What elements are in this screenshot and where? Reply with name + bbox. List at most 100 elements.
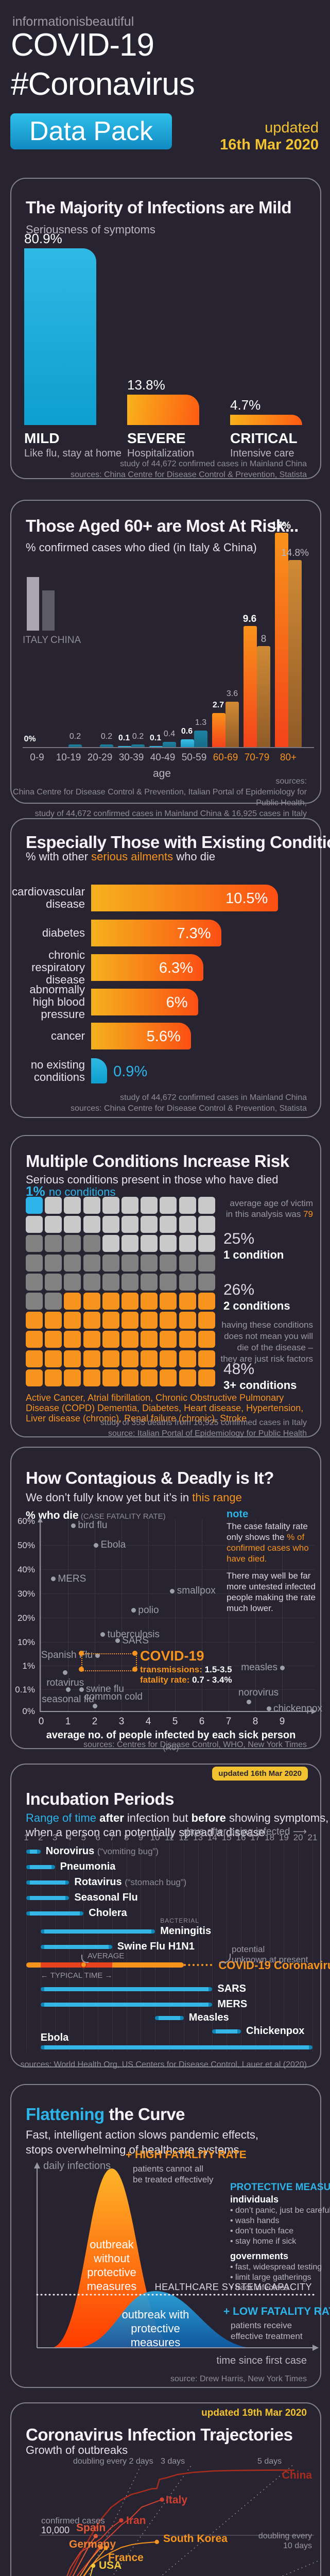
bar-Pneumonia [26, 1865, 55, 1869]
row-label-covid: COVID-19 Coronavirus [218, 1959, 330, 1972]
day-tick-label: 8 [124, 1833, 129, 1842]
x-tick-label: 5 [172, 1716, 178, 1727]
waffle-cell [45, 1197, 62, 1214]
line-South-Korea [83, 2541, 157, 2576]
category-label: cancer [50, 1029, 85, 1042]
age-tick-label: 20-29 [87, 752, 113, 763]
point-MERS [50, 1577, 56, 1582]
row-label: Chickenpox [246, 2025, 305, 2037]
waffle-cell [45, 1293, 62, 1310]
value-label: 5.6% [146, 1028, 181, 1045]
waffle-cell [198, 1197, 215, 1214]
bar-china [68, 744, 82, 747]
age-tick-label: 70-79 [244, 752, 270, 763]
source-note: study of 44,672 confirmed cases in Mainl… [71, 460, 307, 479]
doubling-label-10d: doubling every 10 days [258, 2532, 312, 2550]
point-label: rotavirus [46, 1677, 84, 1688]
v-gridline [148, 1520, 149, 1711]
waffle-cell [26, 1312, 43, 1329]
waffle-cell [198, 1254, 215, 1272]
bar-italy [118, 745, 131, 747]
category-label: no existing conditions [30, 1058, 85, 1083]
day-gridline [169, 1843, 170, 2052]
waffle-cell [179, 1312, 196, 1329]
waffle-cell [26, 1197, 43, 1214]
waffle-cell [121, 1273, 138, 1291]
bar-2 [91, 954, 203, 981]
waffle-cell [83, 1235, 100, 1252]
bar-china [225, 701, 239, 747]
day-tick-label: 17 [250, 1833, 260, 1842]
waffle-cell [83, 1273, 100, 1291]
waffle-cell [45, 1235, 62, 1252]
waffle-cell [198, 1312, 215, 1329]
day-tick-label: 1 [24, 1833, 29, 1842]
row-label: MERS [217, 1998, 248, 2010]
day-gridline [312, 1843, 313, 2052]
series-label-Iran: Iran [126, 2515, 146, 2527]
source-note: study of 44,672 confirmed cases in Mainl… [71, 1093, 307, 1113]
end-dot-Italy [160, 2497, 164, 2502]
day-tick-label: 9 [138, 1833, 144, 1842]
age-tick-label: 0-9 [30, 752, 44, 763]
series-label-France: France [108, 2552, 144, 2564]
waffle-cell [64, 1197, 81, 1214]
row-label: Seasonal Flu [74, 1892, 138, 1903]
point-label: seasonal flu [42, 1694, 94, 1705]
category-note: Hospitalization [127, 448, 195, 459]
legend-china-swatch [42, 590, 55, 631]
value-label: 7.3% [177, 925, 211, 942]
bar-Seasonal-Flu [26, 1896, 70, 1900]
low-fatality-title: + LOW FATALITY RATE [223, 2306, 330, 2317]
point-common-cold [92, 1703, 97, 1708]
waffle-cell [121, 1312, 138, 1329]
category-label: abnormally high blood pressure [29, 983, 85, 1021]
bar-3 [91, 989, 198, 1015]
row-label: Ebola [40, 2032, 69, 2043]
point-label: swine flu [86, 1684, 124, 1694]
waffle-cell [198, 1350, 215, 1367]
day-gridline [26, 1843, 27, 2052]
doubling-guide-2d [88, 2463, 142, 2576]
waffle-cell [198, 1369, 215, 1386]
covid-box-corner [132, 1667, 137, 1672]
potential-note: potential unknown at present [232, 1944, 308, 1964]
series-label-Spain: Spain [76, 2522, 106, 2534]
day-tick-label: 21 [307, 1833, 318, 1842]
section-subtitle: Serious conditions present in those who … [26, 1173, 279, 1186]
section-subtitle: Fast, intelligent action slows pandemic … [26, 2128, 259, 2156]
waffle-cell [26, 1331, 43, 1348]
x-tick-label: 7 [225, 1716, 232, 1727]
day-tick-label: 19 [279, 1833, 289, 1842]
lines-svg [40, 2463, 321, 2576]
day-tick-label: 16 [236, 1833, 246, 1842]
waffle-header: 1% no conditions [26, 1183, 116, 1199]
series-label-Italy: Italy [166, 2494, 188, 2506]
point-tuberculosis [100, 1632, 106, 1637]
individuals-items: • don’t panic, just be careful • wash han… [230, 2206, 330, 2246]
category-label: diabetes [42, 926, 85, 939]
bar-china [131, 744, 145, 747]
waffle-cell [141, 1293, 158, 1310]
waffle-cell [198, 1235, 215, 1252]
category-note: Like flu, stay at home [24, 448, 121, 459]
section-title: Multiple Conditions Increase Risk [26, 1151, 289, 1171]
waffle-cell [141, 1235, 158, 1252]
bar-italy [149, 745, 163, 747]
day-gridline [212, 1843, 213, 2052]
header: informationisbeautiful COVID-19 #Coronav… [0, 0, 330, 178]
day-tick-label: 4 [66, 1833, 72, 1842]
waffle-cell [121, 1331, 138, 1348]
section-subtitle: Growth of outbreaks [26, 2444, 128, 2456]
waffle-cell [160, 1254, 177, 1272]
row-label: Measles [188, 2012, 229, 2023]
age-note: average age of victim in this analysis wa… [225, 1198, 313, 1219]
waffle-cell [102, 1273, 119, 1291]
value-label: 10.5% [225, 890, 268, 907]
value-label: 13.8% [127, 377, 165, 393]
point-label: SARS [122, 1635, 149, 1646]
y-axis-label: daily infections [43, 2160, 111, 2172]
waffle-cell [83, 1216, 100, 1233]
value-label-italy: 0.1 [118, 733, 130, 742]
covid-label: COVID-19 [140, 1648, 204, 1664]
